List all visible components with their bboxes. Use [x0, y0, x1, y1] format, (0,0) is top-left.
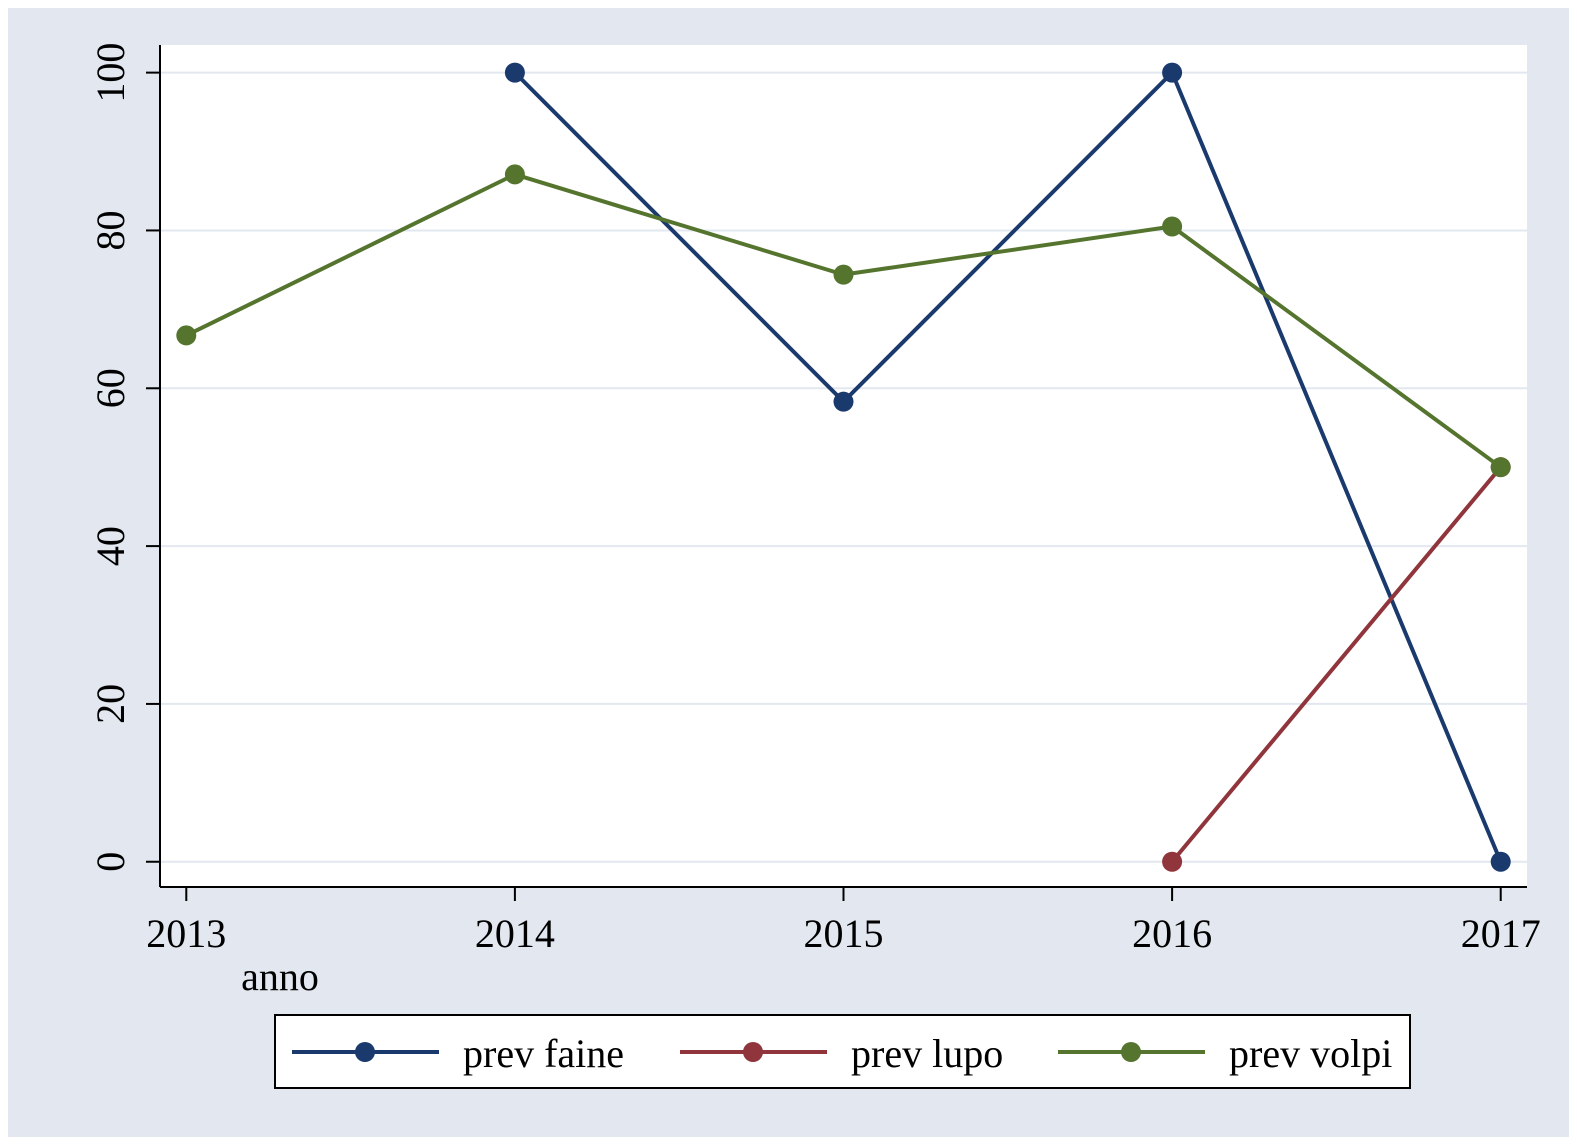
data-point: [833, 264, 854, 285]
legend-label: prev volpi: [1229, 1031, 1392, 1076]
data-point: [1490, 851, 1511, 872]
series-line: [1170, 465, 1503, 864]
x-tick-label: 2015: [804, 911, 884, 956]
plot-area: [160, 45, 1527, 887]
y-tick-label: 100: [88, 43, 133, 103]
legend-marker: [743, 1042, 763, 1062]
data-point: [1162, 851, 1183, 872]
legend-marker: [1121, 1042, 1141, 1062]
x-axis-title: anno: [241, 954, 319, 999]
y-tick-label: 60: [88, 368, 133, 408]
legend-label: prev lupo: [851, 1031, 1003, 1076]
data-point: [1490, 457, 1511, 478]
series-line: [513, 69, 1503, 863]
y-tick-label: 40: [88, 526, 133, 566]
y-tick-label: 0: [88, 852, 133, 872]
data-point: [833, 391, 854, 412]
x-tick-label: 2017: [1461, 911, 1541, 956]
y-tick-label: 20: [88, 684, 133, 724]
data-point: [504, 164, 525, 185]
x-tick-label: 2016: [1132, 911, 1212, 956]
legend-marker: [355, 1042, 375, 1062]
data-point: [176, 325, 197, 346]
data-point: [1162, 62, 1183, 83]
x-tick-label: 2014: [475, 911, 555, 956]
data-point: [1162, 216, 1183, 237]
x-tick-label: 2013: [146, 911, 226, 956]
legend-box: [274, 1014, 1411, 1089]
data-point: [504, 62, 525, 83]
y-tick-label: 80: [88, 210, 133, 250]
legend-label: prev faine: [463, 1031, 624, 1076]
